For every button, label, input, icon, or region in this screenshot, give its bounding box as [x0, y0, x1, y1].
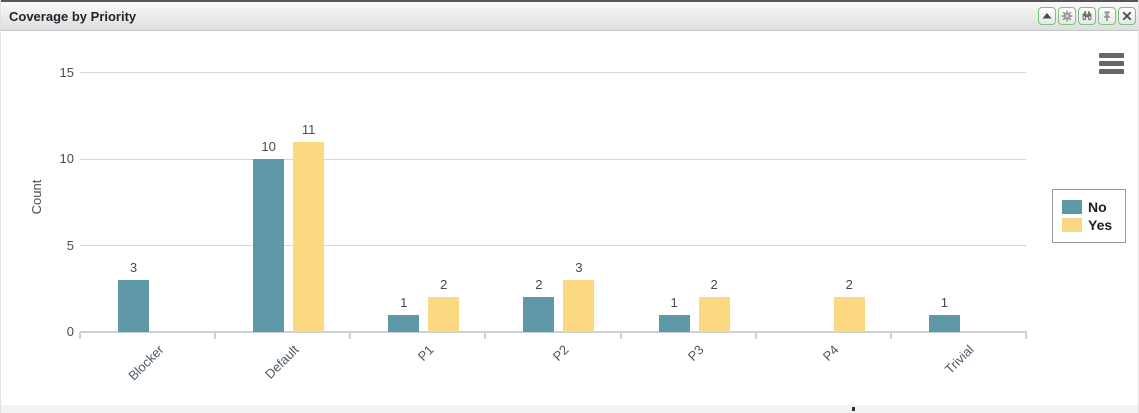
x-axis-line [80, 331, 1027, 333]
legend-item-no[interactable]: No [1062, 199, 1125, 215]
gear-icon [1061, 10, 1073, 22]
x-axis-tick [484, 332, 487, 339]
legend-item-yes[interactable]: Yes [1062, 217, 1125, 233]
panel-toolbar [1038, 7, 1136, 25]
binoculars-icon [1081, 10, 1093, 22]
bar-yes-p1[interactable] [428, 297, 460, 332]
bar-yes-p4[interactable] [833, 297, 865, 332]
hamburger-icon [1099, 53, 1124, 58]
bar-yes-default[interactable] [293, 141, 325, 332]
bar-value-label: 2 [845, 277, 853, 293]
x-category-label-p3: P3 [684, 342, 707, 364]
pushpin-icon [1101, 10, 1113, 22]
bar-yes-p2[interactable] [563, 280, 595, 332]
bar-no-p2[interactable] [523, 297, 555, 332]
legend-label: No [1088, 199, 1107, 215]
close-button[interactable] [1118, 7, 1136, 25]
legend: No Yes [1052, 189, 1126, 243]
bar-no-p1[interactable] [388, 314, 420, 332]
panel-title: Coverage by Priority [9, 8, 137, 24]
bar-chart: Count No Yes 0 5 10 15 3 10 1 2 1 1 11 2 3 2 2 Blocker De… [1, 0, 1138, 405]
bar-no-default[interactable] [253, 159, 285, 332]
gridline-y15 [80, 72, 1026, 73]
legend-swatch-icon [1062, 218, 1082, 232]
find-button[interactable] [1078, 7, 1096, 25]
bar-no-blocker[interactable] [118, 280, 149, 332]
gridline-y5 [80, 245, 1026, 246]
bar-no-p3[interactable] [658, 314, 690, 332]
bar-value-label: 3 [129, 260, 138, 276]
y-tick-label: 10 [59, 151, 74, 166]
x-category-label-trivial: Trivial [942, 342, 978, 377]
bar-value-label: 3 [575, 260, 583, 276]
bar-value-label: 1 [670, 294, 678, 310]
x-category-label-p2: P2 [549, 342, 572, 364]
x-axis-tick [214, 332, 217, 339]
bar-value-label: 2 [535, 277, 543, 293]
triangle-up-icon [1041, 10, 1053, 22]
legend-label: Yes [1088, 217, 1113, 233]
bar-value-label: 1 [940, 294, 948, 310]
page-background-strip [1, 405, 1138, 413]
x-category-label-p1: P1 [414, 342, 437, 364]
x-category-label-p4: P4 [820, 342, 842, 364]
settings-button[interactable] [1058, 7, 1076, 25]
chart-context-menu-button[interactable] [1097, 49, 1126, 78]
y-tick-label: 15 [59, 64, 74, 80]
bar-no-trivial[interactable] [928, 314, 960, 332]
close-x-icon [1121, 10, 1133, 22]
x-axis-tick [889, 332, 892, 339]
bar-value-label: 2 [710, 277, 718, 293]
legend-swatch-icon [1062, 200, 1082, 214]
bar-value-label: 10 [261, 139, 276, 154]
x-category-label-blocker: Blocker [124, 342, 167, 384]
y-tick-label: 0 [66, 324, 74, 339]
panel-header: Coverage by Priority [1, 0, 1138, 31]
y-axis-title: Count [29, 179, 44, 215]
bar-yes-p3[interactable] [698, 297, 730, 332]
x-category-label-default: Default [261, 342, 302, 382]
gridline-y10 [80, 158, 1026, 160]
x-axis-tick [754, 332, 757, 339]
bar-value-label: 11 [301, 121, 316, 137]
y-tick-label: 5 [66, 237, 74, 253]
x-axis-tick [79, 332, 81, 339]
x-axis-tick [349, 332, 352, 339]
bar-value-label: 1 [400, 294, 408, 310]
x-axis-tick [1025, 332, 1027, 339]
x-axis-tick [619, 332, 622, 339]
stray-pixel-artifact [852, 407, 855, 411]
bar-value-label: 2 [440, 277, 448, 293]
pin-button[interactable] [1098, 7, 1116, 25]
collapse-button[interactable] [1038, 7, 1056, 25]
